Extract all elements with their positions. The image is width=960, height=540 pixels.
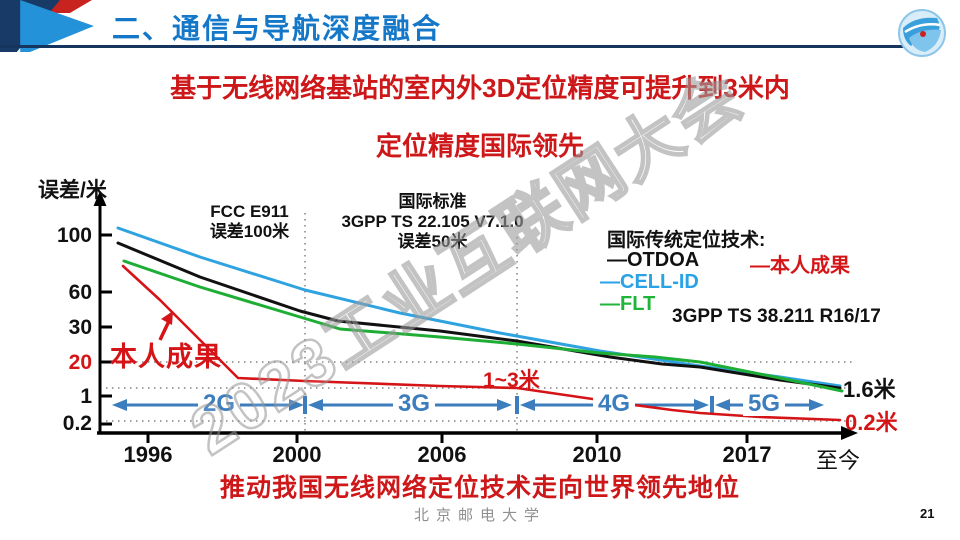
axes (93, 191, 858, 443)
header-divider (0, 45, 908, 48)
x-tick-now: 至今 (815, 449, 860, 474)
x-tick-1996: 1996 (123, 442, 173, 467)
main-claim-title: 基于无线网络基站的室内外3D定位精度可提升到3米内 (170, 73, 790, 103)
y-tick-20: 20 (68, 351, 92, 374)
y-tick-30: 30 (68, 316, 92, 339)
line-flt (122, 259, 844, 393)
line-mine (121, 264, 842, 422)
legend-cellid: —CELL-ID (600, 271, 699, 293)
y-tick-1: 1 (80, 385, 92, 408)
x-tick-2006: 2006 (417, 442, 467, 467)
end-value-mine: 0.2米 (845, 410, 898, 435)
school-name: 北京邮电大学 (413, 507, 546, 524)
band-5g: 5G (743, 392, 786, 416)
band-4g: 4G (593, 392, 636, 416)
y-axis-title: 误差/米 (38, 179, 107, 202)
my-achievement-arrow (158, 311, 173, 341)
y-tick-60: 60 (68, 281, 92, 304)
band-3g: 3G (393, 392, 436, 416)
legend-flt: —FLT (600, 293, 656, 315)
range-1-3m-label: 1~3米 (483, 369, 540, 392)
fcc-annotation: FCC E911 误差100米 (209, 202, 290, 242)
legend-heading: 国际传统定位技术: (607, 230, 766, 251)
page-number: 21 (920, 506, 935, 521)
legend-otdoa: —OTDOA (607, 249, 700, 271)
bottom-slogan: 推动我国无线网络定位技术走向世界领先地位 (219, 474, 740, 502)
sub-claim-title: 定位精度国际领先 (375, 131, 584, 161)
release-note: 3GPP TS 38.211 R16/17 (672, 306, 881, 327)
end-value-traditional: 1.6米 (843, 377, 896, 402)
x-tick-2000: 2000 (272, 442, 322, 467)
y-tick-02: 0.2 (62, 412, 92, 435)
x-tick-2017: 2017 (722, 442, 772, 467)
slide-title: 二、通信与导航深度融合 (112, 13, 443, 44)
band-2g: 2G (198, 392, 241, 416)
line-otdoa (116, 241, 842, 390)
my-achievement-label: 本人成果 (110, 342, 222, 372)
university-logo-icon (898, 9, 946, 57)
legend-mine: —本人成果 (750, 255, 850, 277)
standard-annotation: 国际标准 3GPP TS 22.105 V7.1.0 误差50米 (341, 192, 524, 252)
y-tick-100: 100 (56, 224, 92, 247)
x-tick-2010: 2010 (572, 442, 622, 467)
